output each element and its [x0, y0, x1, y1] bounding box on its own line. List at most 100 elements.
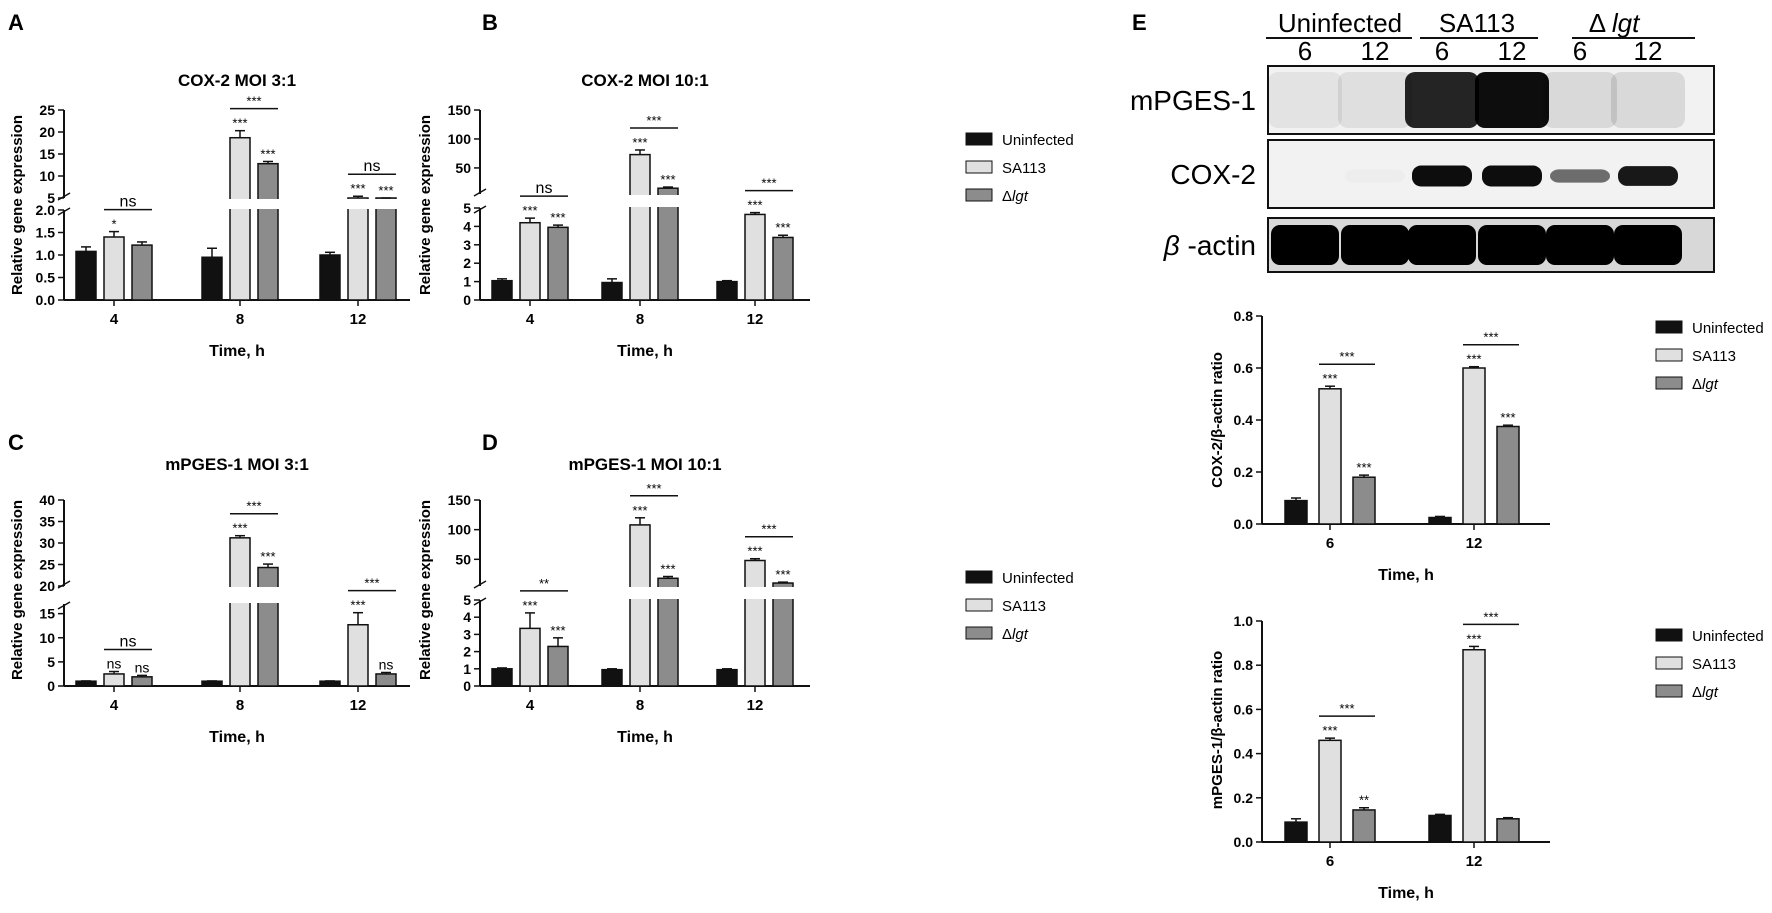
panel-c-sig-2-2: ns	[379, 656, 394, 672]
panel-e2-ytick-4: 0.8	[1234, 657, 1254, 673]
panel-b-legend-label-1: SA113	[1002, 160, 1046, 177]
blot-band-0-1	[1338, 72, 1412, 128]
panel-c-x-label: Time, h	[209, 729, 265, 746]
panel-d-x-label: Time, h	[617, 729, 673, 746]
panel-e1-xtick-0: 6	[1326, 535, 1334, 552]
panel-b-bar-break-1-1	[628, 195, 652, 207]
panel-a-ytick-lower-4: 2.0	[36, 202, 56, 218]
panel-c-axis-break-upper	[57, 580, 71, 589]
panel-a-ytick-lower-1: 0.5	[36, 270, 56, 286]
panel-b-x-label: Time, h	[617, 343, 673, 360]
panel-b-title: COX-2 MOI 10:1	[581, 71, 709, 90]
panel-a-xtick-2: 12	[350, 311, 367, 328]
panel-a-bracket-label-2: ns	[364, 158, 381, 175]
panel-e2-bracket-label-1: ***	[1483, 609, 1498, 624]
panel-e1-bar-0-0	[1284, 499, 1308, 525]
blot-band-1-3	[1482, 165, 1542, 187]
panel-d-bracket-label-0: **	[539, 576, 549, 591]
panel-b-xtick-1: 8	[636, 311, 644, 328]
panel-e2-legend-swatch-1	[1655, 656, 1683, 670]
blot-band-1-1	[1345, 169, 1405, 182]
blot-row-label-2: β -actin	[1163, 230, 1256, 261]
panel-d-sig-1-2: ***	[660, 562, 675, 577]
panel-e2-xtick-1: 12	[1466, 853, 1483, 870]
panel-e1-bar-1-2	[1496, 425, 1520, 525]
panel-e1-ytick-1: 0.2	[1234, 464, 1254, 480]
panel-e2-legend-label-0: Uninfected	[1692, 628, 1764, 645]
blot-band-0-4	[1543, 72, 1617, 128]
panel-b-axis-break-lower	[473, 205, 487, 214]
panel-e2-ytick-1: 0.2	[1234, 790, 1254, 806]
blot-band-2-4	[1546, 225, 1614, 265]
panel-e2-sig-0-2: **	[1359, 793, 1369, 808]
panel-a-bar-0-2	[131, 244, 153, 301]
panel-e1-ytick-3: 0.6	[1234, 360, 1254, 376]
panel-a-bar-0-0	[75, 250, 97, 301]
panel-d-bar-0-2	[547, 645, 569, 687]
panel-e1-legend-label-2: Δlgt	[1692, 376, 1719, 393]
panel-e2-bar-1-2	[1496, 818, 1520, 843]
panel-e2-bar-0-1	[1318, 739, 1342, 843]
blot-band-0-0	[1268, 72, 1342, 128]
panel-b-bar-0-1	[519, 221, 541, 301]
panel-b-sig-2-1: ***	[747, 198, 762, 213]
panel-d-legend-swatch-0	[965, 570, 993, 584]
panel-d-legend-label-0: Uninfected	[1002, 570, 1074, 587]
panel-d-xtick-0: 4	[526, 697, 535, 714]
panel-d-sig-1-1: ***	[632, 503, 647, 518]
panel-c-xtick-1: 8	[236, 697, 244, 714]
panel-d-bar-break-1-1	[628, 587, 652, 599]
panel-e2-ytick-5: 1.0	[1234, 613, 1254, 629]
panel-d-axis-break-upper	[473, 580, 487, 589]
blot-lane-label-1: 12	[1361, 36, 1390, 66]
panel-e2-bar-1-1	[1462, 648, 1486, 843]
panel-e2-bar-0-0	[1284, 821, 1308, 843]
blot-lane-label-0: 6	[1298, 36, 1312, 66]
panel-c-bar-1-2	[257, 566, 279, 687]
panel-e2-legend-swatch-2	[1655, 684, 1683, 698]
panel-d-bracket-label-2: ***	[761, 522, 776, 537]
panel-a-y-label: Relative gene expression	[9, 115, 26, 295]
panel-a-bar-2-1	[347, 197, 369, 301]
blot-band-2-5	[1614, 225, 1682, 265]
panel-d-ytick-lower-2: 2	[463, 644, 471, 660]
panel-d-bracket-label-1: ***	[646, 481, 661, 496]
panel-a-bar-break-2-1	[346, 199, 370, 209]
panel-d-axis-break-lower	[473, 597, 487, 606]
panel-b-ytick-upper-2: 150	[448, 102, 472, 118]
panel-d-ytick-upper-1: 100	[448, 522, 472, 538]
panel-d-ytick-lower-1: 1	[463, 661, 471, 677]
panel-b-sig-2-2: ***	[775, 220, 790, 235]
panel-e2-legend-label-2: Δlgt	[1692, 684, 1719, 701]
blot-band-2-0	[1271, 225, 1339, 265]
panel-a-ytick-upper-2: 15	[39, 146, 55, 162]
panel-a-bar-1-2	[257, 162, 279, 301]
panel-a-bar-2-0	[319, 254, 341, 301]
panel-d-ytick-lower-0: 0	[463, 678, 471, 694]
panel-e1-ytick-4: 0.8	[1234, 308, 1254, 324]
panel-c-sig-0-1: ns	[107, 656, 122, 672]
panel-e1-sig-1-2: ***	[1500, 410, 1515, 425]
panel-b-y-label: Relative gene expression	[417, 115, 434, 295]
panel-d-title: mPGES-1 MOI 10:1	[568, 455, 721, 474]
panel-d-y-label: Relative gene expression	[417, 500, 434, 680]
panel-d-sig-2-2: ***	[775, 567, 790, 582]
blot-band-2-2	[1408, 225, 1476, 265]
panel-e1-sig-1-1: ***	[1466, 352, 1481, 367]
panel-d-ytick-upper-2: 150	[448, 492, 472, 508]
panel-b-xtick-0: 4	[526, 311, 535, 328]
panel-e2-sig-1-1: ***	[1466, 631, 1481, 646]
panel-e2-sig-0-1: ***	[1322, 723, 1337, 738]
panel-d-bar-2-1	[744, 559, 766, 687]
panel-e2-xtick-0: 6	[1326, 853, 1334, 870]
panel-b-ytick-lower-5: 5	[463, 200, 471, 216]
panel-b-sig-0-2: ***	[550, 210, 565, 225]
panel-a-ytick-upper-3: 20	[39, 124, 55, 140]
blot-lane-label-4: 6	[1573, 36, 1587, 66]
panel-c-sig-1-2: ***	[260, 549, 275, 564]
panel-c-ytick-upper-2: 30	[39, 535, 55, 551]
panel-b-bar-0-2	[547, 226, 569, 301]
panel-b-legend-swatch-2	[965, 188, 993, 202]
panel-a-bar-break-1-1	[228, 199, 252, 209]
